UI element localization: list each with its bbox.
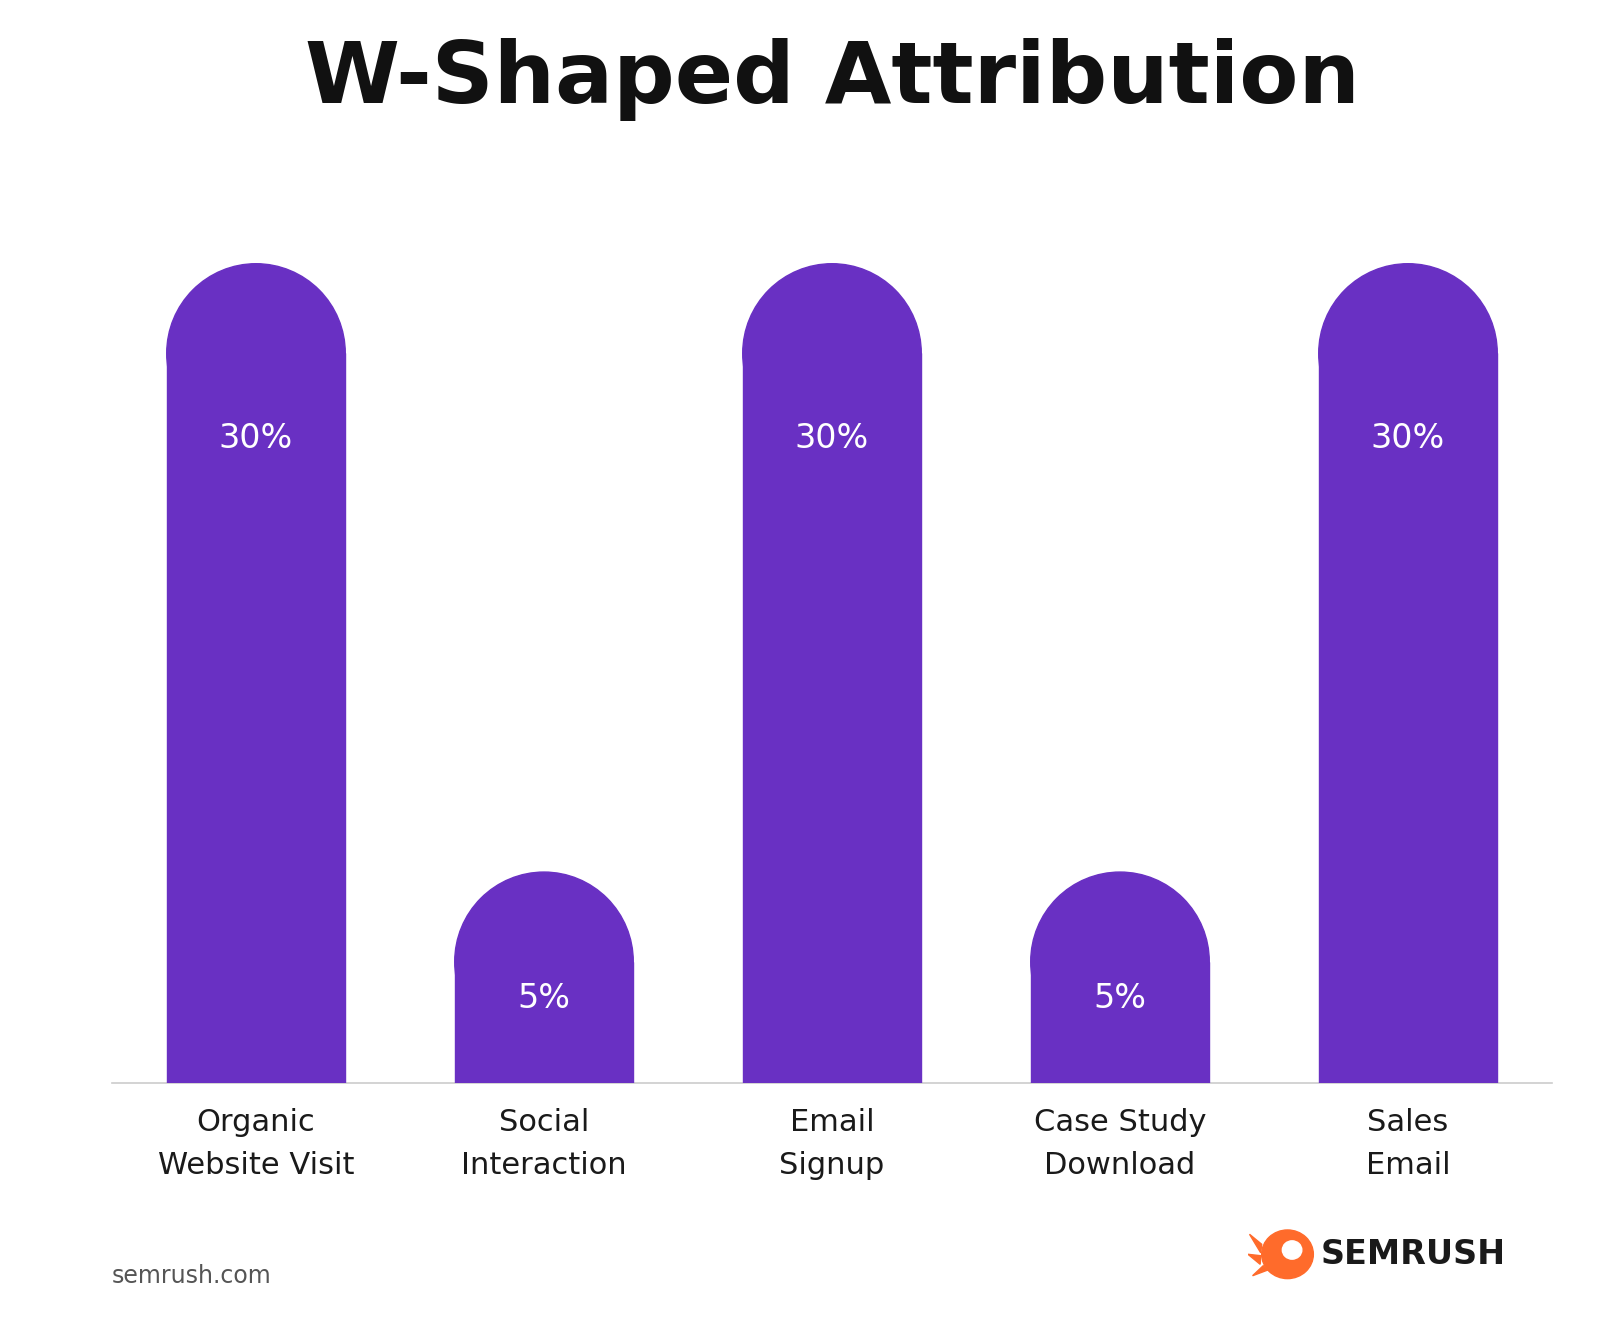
Text: 30%: 30% [219, 421, 293, 454]
Ellipse shape [742, 264, 922, 443]
Text: 5%: 5% [517, 982, 571, 1015]
Ellipse shape [1030, 872, 1210, 1052]
Text: SEMRUSH: SEMRUSH [1322, 1238, 1506, 1271]
Title: W-Shaped Attribution: W-Shaped Attribution [304, 38, 1360, 122]
Text: 30%: 30% [1371, 421, 1445, 454]
Bar [1318, 353, 1498, 1083]
Polygon shape [1248, 1255, 1261, 1264]
Ellipse shape [454, 872, 634, 1052]
Ellipse shape [1318, 264, 1498, 443]
Polygon shape [1253, 1266, 1267, 1276]
Polygon shape [1250, 1234, 1262, 1252]
Text: semrush.com: semrush.com [112, 1264, 272, 1288]
Ellipse shape [166, 264, 346, 443]
Text: 30%: 30% [795, 421, 869, 454]
Circle shape [1262, 1230, 1314, 1279]
Text: 5%: 5% [1093, 982, 1147, 1015]
Circle shape [1282, 1240, 1302, 1259]
Bar [1030, 962, 1210, 1083]
Bar [742, 353, 922, 1083]
Bar [166, 353, 346, 1083]
Bar [454, 962, 634, 1083]
